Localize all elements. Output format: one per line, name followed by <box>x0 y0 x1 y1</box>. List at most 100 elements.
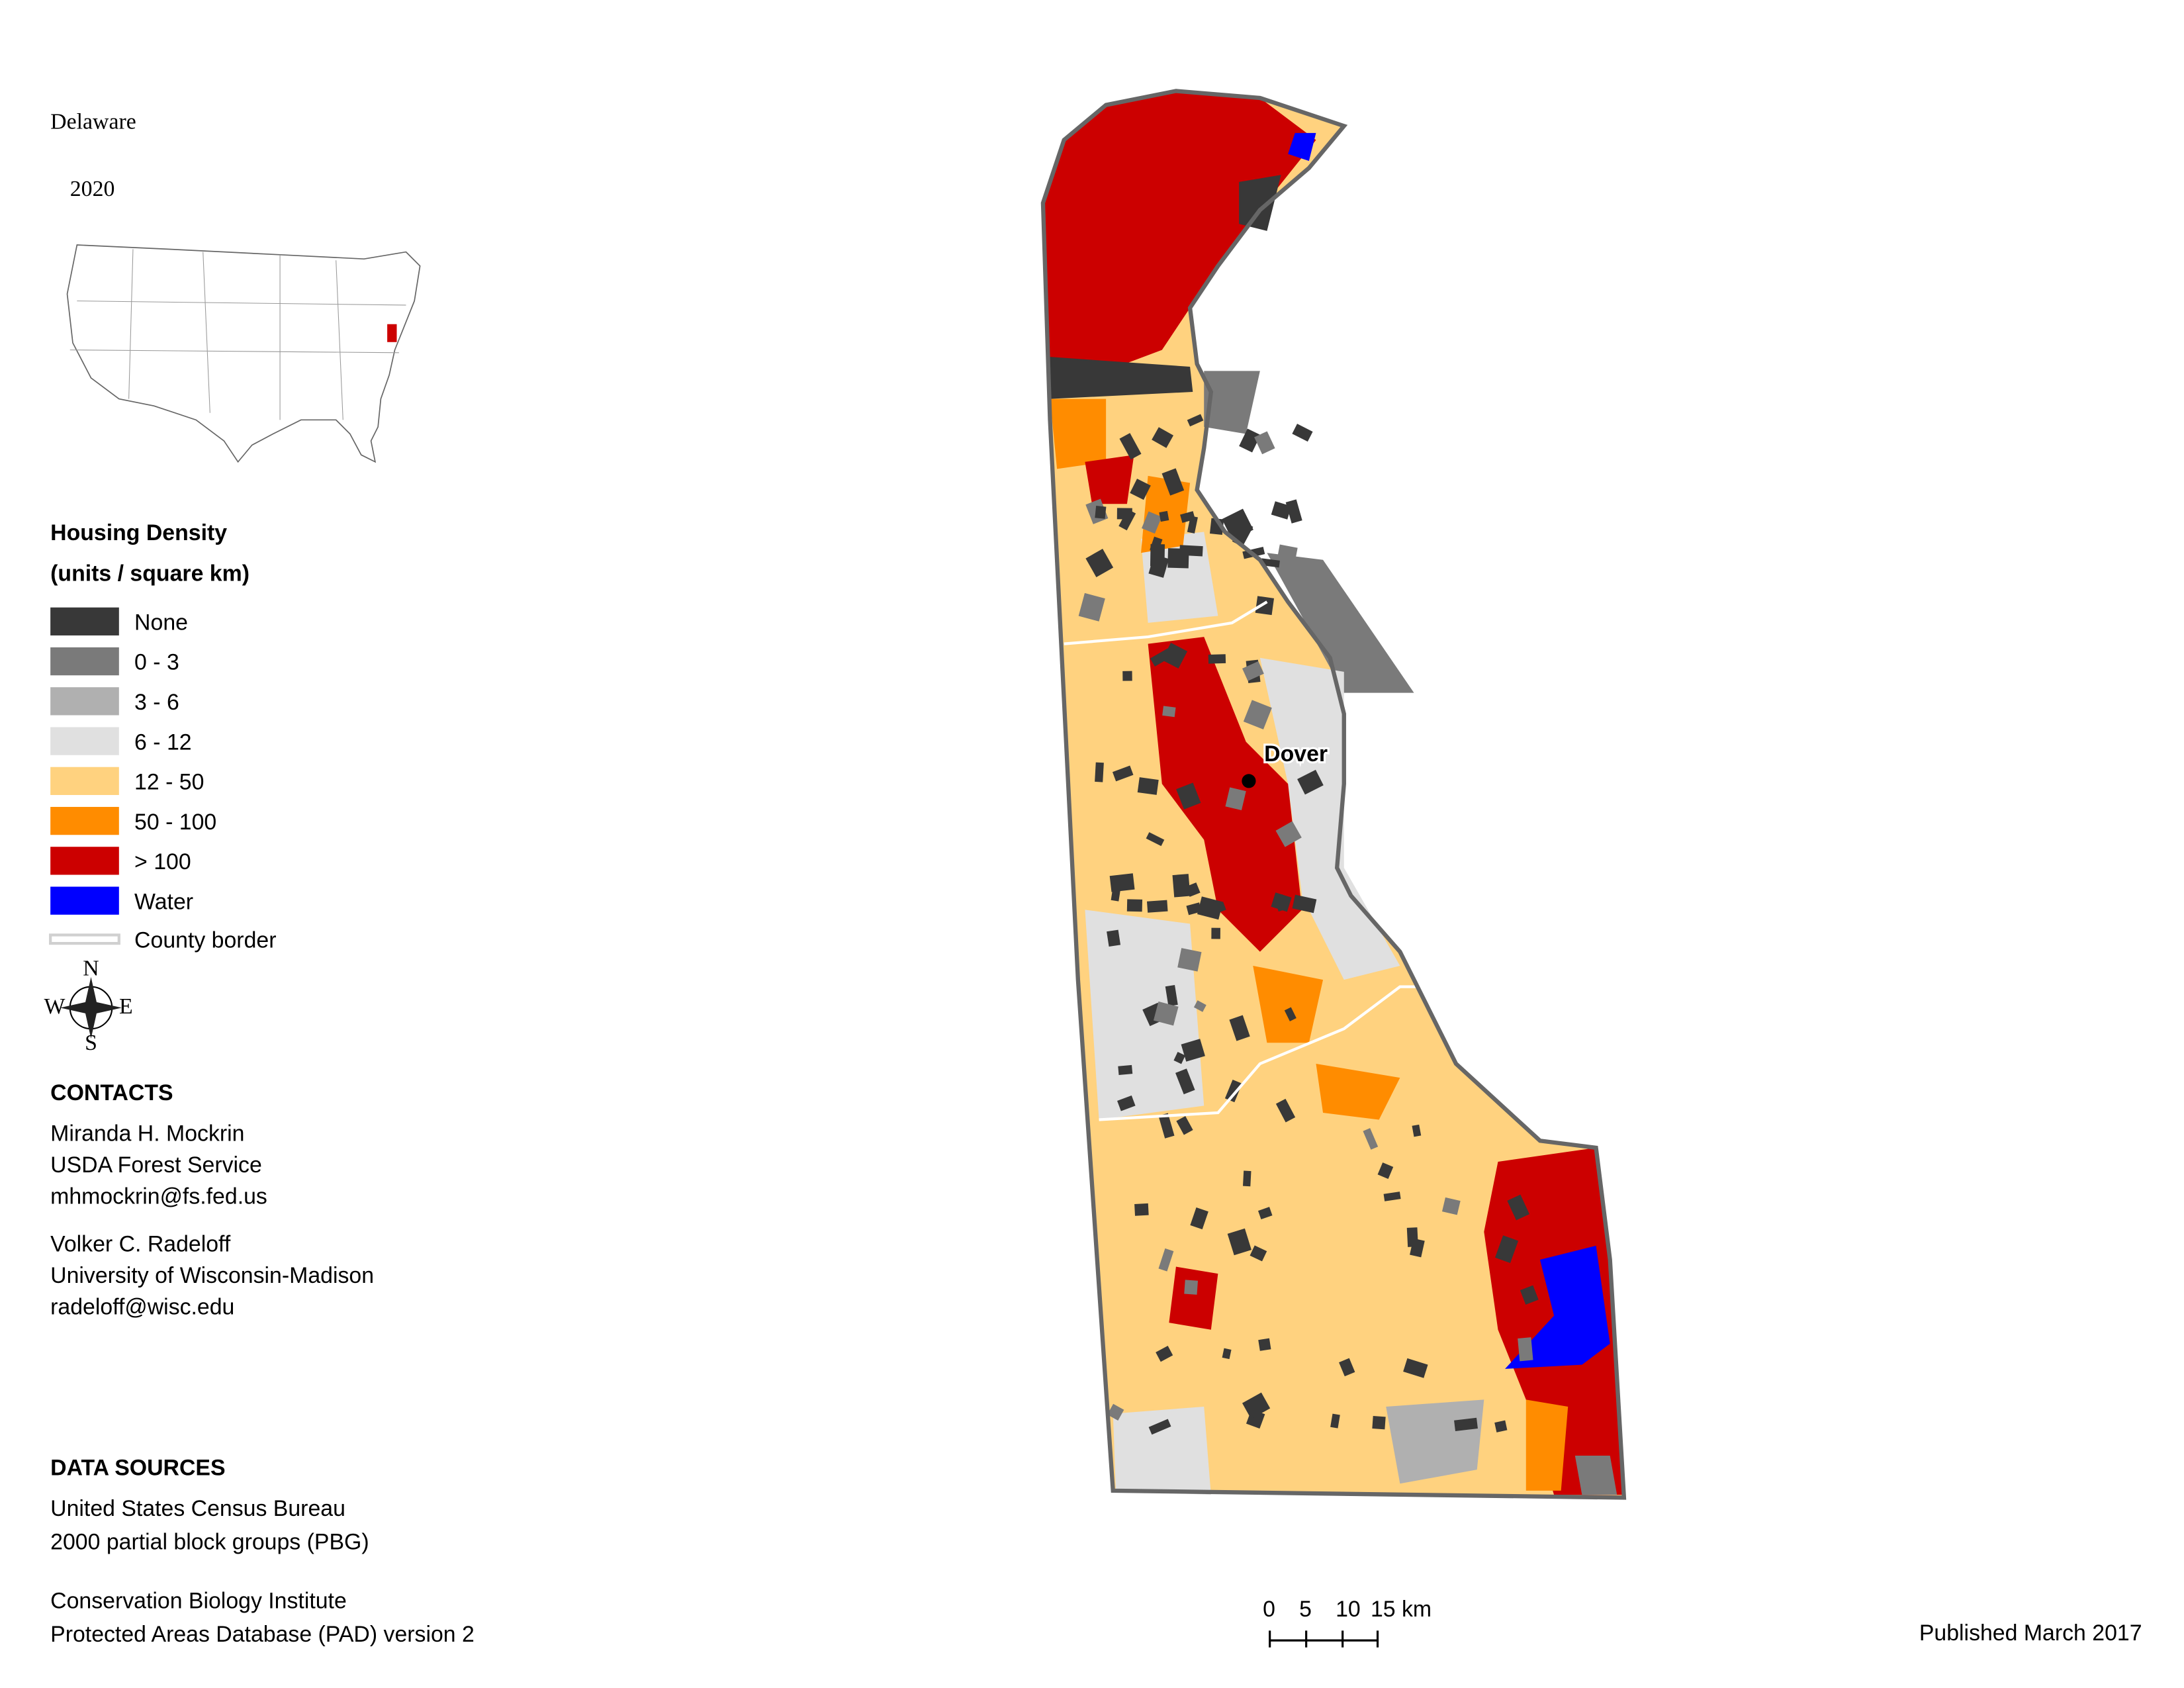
density-patch <box>1383 1192 1401 1201</box>
density-patch <box>1187 516 1198 534</box>
density-patch <box>1520 1285 1539 1305</box>
density-patch <box>1095 506 1107 519</box>
density-patch <box>1507 1194 1529 1221</box>
density-patch <box>1118 509 1136 531</box>
density-patch <box>1186 902 1202 915</box>
scale-label: 10 <box>1336 1597 1361 1622</box>
density-patch <box>1242 661 1264 681</box>
density-patch <box>1225 787 1246 811</box>
contact-line: Miranda H. Mockrin <box>50 1121 244 1146</box>
density-patch <box>1078 592 1105 622</box>
density-patch <box>1158 1248 1174 1272</box>
density-patch <box>1363 1128 1379 1150</box>
density-patch <box>1146 900 1168 913</box>
density-patch <box>1412 1124 1422 1137</box>
density-patch <box>1130 479 1151 500</box>
county-border <box>1099 985 1422 1121</box>
density-patch <box>1122 671 1132 681</box>
density-patch <box>1406 1227 1418 1247</box>
density-patch <box>1494 1420 1508 1432</box>
density-patch <box>1177 948 1202 972</box>
scale-label: 5 <box>1299 1597 1312 1622</box>
density-patch <box>1377 1162 1394 1180</box>
density-patch <box>1112 765 1134 782</box>
legend-label: > 100 <box>134 849 191 874</box>
density-patch <box>1254 431 1275 455</box>
density-patch <box>1274 894 1287 912</box>
compass-star <box>60 976 122 1039</box>
density-patch <box>1156 1346 1173 1362</box>
title: Delaware <box>50 110 136 134</box>
density-patch <box>1176 1115 1193 1135</box>
density-patch <box>1165 985 1178 1007</box>
us-state-lines <box>69 249 406 420</box>
legend-swatch <box>50 727 119 755</box>
density-patch <box>1162 706 1176 718</box>
density-patch <box>1085 910 1205 1120</box>
density-patch <box>1271 501 1292 520</box>
contact-line: mhmockrin@fs.fed.us <box>50 1184 267 1209</box>
density-patch <box>1250 1245 1267 1262</box>
density-patch <box>1050 357 1193 399</box>
legend-swatch <box>50 607 119 635</box>
density-patch <box>1495 1235 1519 1264</box>
density-patch <box>1148 637 1302 952</box>
density-patch <box>1119 433 1142 460</box>
density-patch <box>1239 428 1261 453</box>
density-patch <box>1181 1039 1205 1062</box>
density-patch <box>1187 414 1204 427</box>
density-patch <box>1454 1417 1478 1432</box>
density-patch <box>1403 1358 1428 1378</box>
density-patch <box>1253 965 1324 1043</box>
density-patch <box>1275 821 1302 847</box>
density-patch <box>1518 1337 1533 1362</box>
legend-label: None <box>134 610 188 635</box>
contacts-heading: CONTACTS <box>50 1080 173 1105</box>
state-outline <box>1040 89 1627 1500</box>
density-patch <box>1227 1228 1251 1256</box>
us-outline <box>66 244 421 463</box>
density-patch <box>1137 777 1159 795</box>
density-patch <box>1224 1079 1242 1103</box>
density-patch <box>1169 1266 1218 1330</box>
density-patch <box>1152 427 1174 448</box>
us-inset-delaware <box>387 324 397 342</box>
density-patch <box>1386 1399 1484 1484</box>
legend-swatch <box>50 767 119 795</box>
legend-label: 6 - 12 <box>134 729 192 755</box>
density-patch <box>1161 468 1185 496</box>
density-patch <box>1284 1007 1297 1021</box>
legend-title: Housing Density <box>50 520 227 545</box>
density-patch <box>1184 1280 1199 1295</box>
density-patch <box>1176 782 1201 810</box>
county-border <box>1064 600 1268 645</box>
density-patch <box>1159 510 1169 522</box>
density-patch <box>1211 927 1220 939</box>
density-patch <box>1172 874 1191 898</box>
density-patch <box>1208 654 1226 664</box>
density-patch <box>1113 1407 1211 1495</box>
density-patch <box>1505 1245 1610 1369</box>
legend-swatch <box>49 933 120 945</box>
density-patch <box>1292 894 1317 914</box>
density-patch <box>1167 548 1189 569</box>
contact-line: Volker C. Radeloff <box>50 1231 231 1256</box>
scale-label: 15 km <box>1371 1597 1432 1622</box>
density-patch <box>1288 132 1316 162</box>
subtitle: 2020 <box>70 177 115 201</box>
contact-line: USDA Forest Service <box>50 1152 262 1178</box>
density-patch <box>1258 1338 1271 1351</box>
density-patch <box>1275 1098 1296 1123</box>
density-patch <box>1292 424 1313 442</box>
contact-line: University of Wisconsin-Madison <box>50 1263 374 1288</box>
legend-label: Water <box>134 889 193 914</box>
legend-label: 0 - 3 <box>134 650 179 675</box>
data-source-line: United States Census Bureau <box>50 1496 345 1521</box>
scale-label: 0 <box>1263 1597 1275 1622</box>
published-note: Published March 2017 <box>1919 1620 2142 1646</box>
density-patch <box>1525 1399 1569 1491</box>
density-patch <box>1243 1170 1251 1187</box>
density-patch <box>1126 899 1143 912</box>
